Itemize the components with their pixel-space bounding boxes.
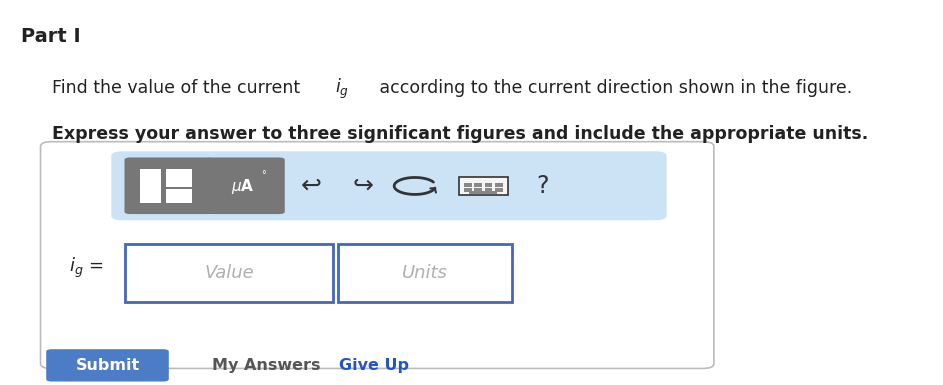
Bar bbox=[464, 183, 472, 187]
Text: Submit: Submit bbox=[75, 358, 140, 373]
Bar bbox=[140, 169, 161, 203]
Text: Units: Units bbox=[402, 264, 448, 282]
Text: Find the value of the current: Find the value of the current bbox=[52, 79, 306, 97]
Bar bbox=[495, 188, 503, 192]
FancyBboxPatch shape bbox=[124, 157, 213, 214]
Bar bbox=[474, 183, 482, 187]
Bar bbox=[338, 244, 512, 302]
Bar bbox=[166, 169, 192, 187]
Text: Give Up: Give Up bbox=[339, 358, 409, 373]
Text: $\mathit{i}_g$: $\mathit{i}_g$ bbox=[335, 77, 349, 101]
Bar bbox=[485, 183, 492, 187]
Text: ↪: ↪ bbox=[353, 174, 373, 198]
Text: according to the current direction shown in the figure.: according to the current direction shown… bbox=[374, 79, 852, 97]
Bar bbox=[125, 244, 333, 302]
FancyBboxPatch shape bbox=[46, 349, 169, 382]
Text: Express your answer to three significant figures and include the appropriate uni: Express your answer to three significant… bbox=[52, 125, 869, 143]
Bar bbox=[469, 191, 497, 194]
Bar bbox=[474, 188, 482, 192]
FancyBboxPatch shape bbox=[111, 151, 667, 220]
Bar bbox=[464, 188, 472, 192]
FancyBboxPatch shape bbox=[206, 157, 285, 214]
FancyBboxPatch shape bbox=[41, 142, 714, 368]
Text: $\mu$A: $\mu$A bbox=[230, 177, 255, 196]
Text: $\mathit{i}_g$ =: $\mathit{i}_g$ = bbox=[69, 256, 103, 280]
Text: My Answers: My Answers bbox=[212, 358, 321, 373]
Text: °: ° bbox=[260, 170, 266, 180]
Bar bbox=[495, 183, 503, 187]
Bar bbox=[166, 189, 192, 203]
Text: Part I: Part I bbox=[21, 27, 80, 46]
Text: Value: Value bbox=[205, 264, 254, 282]
Text: ↩: ↩ bbox=[301, 174, 322, 198]
Bar bbox=[459, 177, 508, 195]
Text: ?: ? bbox=[536, 174, 549, 198]
Bar bbox=[485, 188, 492, 192]
